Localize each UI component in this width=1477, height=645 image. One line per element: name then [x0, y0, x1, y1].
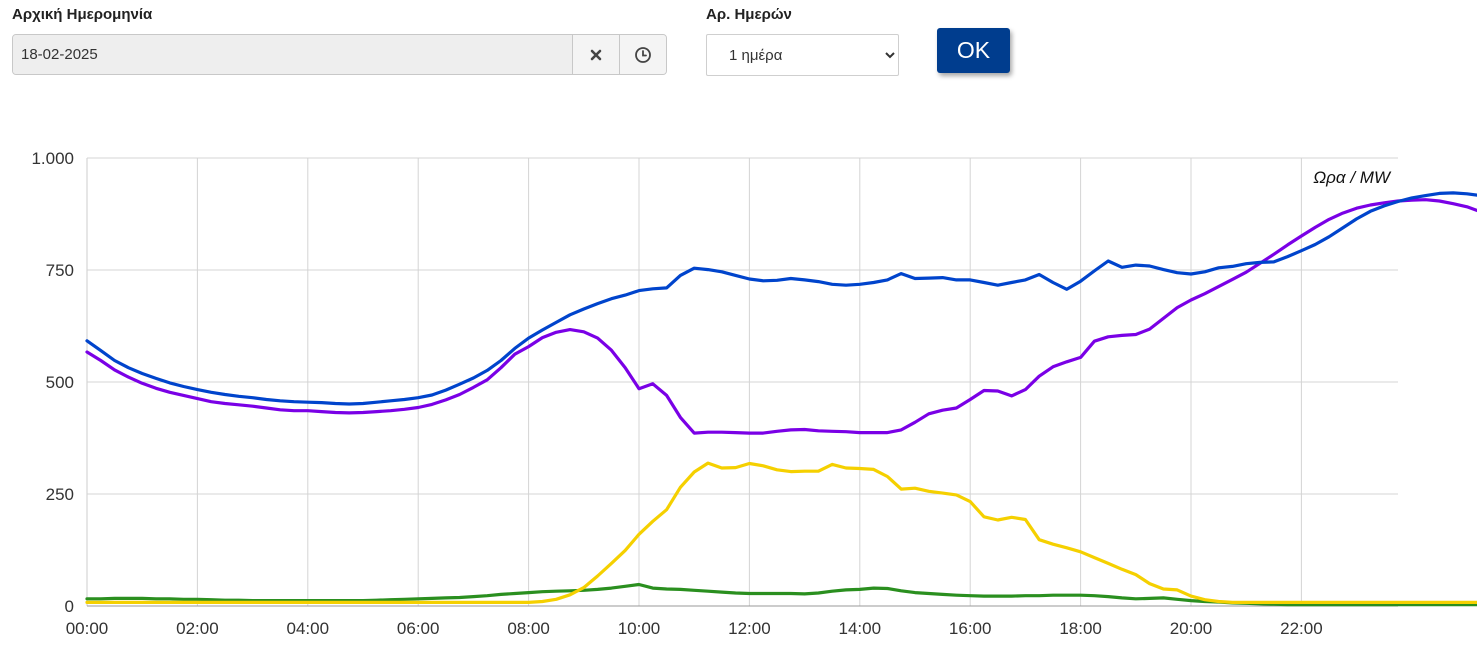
start-date-label: Αρχική Ημερομηνία [12, 6, 153, 23]
clock-icon [635, 46, 651, 63]
x-tick-label: 12:00 [728, 619, 771, 638]
x-tick-label: 10:00 [618, 619, 661, 638]
series-line-3 [85, 582, 1477, 607]
time-picker-button[interactable] [619, 35, 666, 74]
unit-label: Ωρα / MW [1313, 168, 1392, 187]
horizontal-gridlines [87, 157, 1398, 607]
ok-button[interactable]: OK [937, 28, 1010, 73]
y-tick-label: 250 [46, 485, 74, 504]
series-line-2 [85, 461, 1477, 605]
y-tick-label: 1.000 [31, 149, 74, 168]
series-line-1 [85, 198, 1477, 435]
x-axis-ticks: 00:00 02:00 04:00 06:00 08:00 10:00 12:00 14:00… [66, 619, 1323, 638]
y-axis-ticks: 0 250 500 750 1.000 [31, 149, 74, 616]
x-tick-label: 06:00 [397, 619, 440, 638]
close-icon [590, 49, 602, 60]
series-line-0 [85, 191, 1477, 406]
days-count-label: Αρ. Ημερών [706, 6, 792, 23]
y-tick-label: 500 [46, 373, 74, 392]
x-tick-label: 04:00 [287, 619, 330, 638]
start-date-input[interactable] [13, 35, 572, 74]
x-tick-label: 08:00 [507, 619, 550, 638]
start-date-group [12, 34, 667, 75]
x-tick-label: 20:00 [1170, 619, 1213, 638]
x-tick-label: 14:00 [839, 619, 882, 638]
x-tick-label: 02:00 [176, 619, 219, 638]
x-tick-label: 00:00 [66, 619, 109, 638]
x-tick-label: 22:00 [1280, 619, 1323, 638]
x-tick-label: 18:00 [1059, 619, 1102, 638]
clear-date-button[interactable] [572, 35, 619, 74]
y-tick-label: 750 [46, 261, 74, 280]
days-count-select[interactable]: 1 ημέρα [706, 34, 899, 76]
y-tick-label: 0 [65, 597, 74, 616]
x-tick-label: 16:00 [949, 619, 992, 638]
chart-series [85, 191, 1477, 607]
